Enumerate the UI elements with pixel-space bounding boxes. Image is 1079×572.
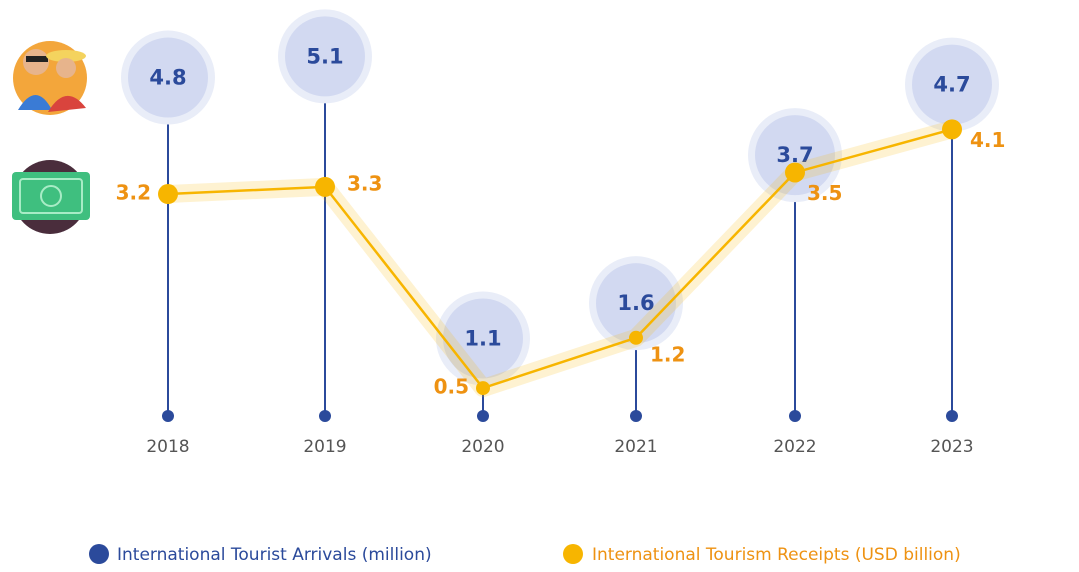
receipt-dot bbox=[942, 119, 962, 140]
receipt-label: 0.5 bbox=[434, 375, 469, 399]
base-dot bbox=[477, 410, 489, 422]
receipt-dot bbox=[785, 162, 805, 183]
receipt-dot bbox=[476, 381, 490, 396]
bubble bbox=[912, 44, 992, 125]
x-tick-label: 2021 bbox=[614, 437, 657, 457]
base-dot bbox=[946, 410, 958, 422]
receipt-label: 3.3 bbox=[347, 171, 382, 195]
x-tick-label: 2018 bbox=[146, 437, 189, 457]
legend-marker bbox=[563, 544, 583, 564]
bubble bbox=[596, 263, 676, 344]
receipt-dot bbox=[315, 176, 335, 197]
base-dot bbox=[789, 410, 801, 422]
legend-label: International Tourist Arrivals (million) bbox=[117, 545, 432, 565]
x-tick-label: 2020 bbox=[461, 437, 504, 457]
x-tick-label: 2022 bbox=[773, 437, 816, 457]
receipts-halo bbox=[159, 120, 961, 398]
receipt-label: 3.2 bbox=[116, 181, 151, 205]
arrivals-series: 4.85.11.11.63.74.7 bbox=[121, 9, 999, 422]
legend-label: International Tourism Receipts (USD bill… bbox=[592, 545, 961, 565]
bubble bbox=[443, 298, 523, 379]
x-tick-label: 2023 bbox=[930, 437, 973, 457]
arrival-label: 1.6 bbox=[617, 291, 654, 315]
people-icon bbox=[13, 41, 87, 115]
receipt-label: 4.1 bbox=[970, 128, 1005, 152]
money-icon bbox=[12, 160, 90, 234]
base-dot bbox=[319, 410, 331, 422]
bubble bbox=[285, 16, 365, 97]
receipt-label: 3.5 bbox=[807, 181, 842, 205]
receipt-label: 1.2 bbox=[650, 342, 685, 366]
receipt-dot bbox=[629, 330, 643, 345]
base-dot bbox=[162, 410, 174, 422]
bubble bbox=[128, 37, 208, 118]
legend-marker bbox=[89, 544, 109, 564]
arrival-label: 4.7 bbox=[933, 73, 970, 97]
receipt-dot bbox=[158, 184, 178, 205]
base-dot bbox=[630, 410, 642, 422]
arrival-label: 5.1 bbox=[306, 44, 343, 68]
arrival-label: 1.1 bbox=[464, 326, 501, 350]
arrival-label: 4.8 bbox=[149, 66, 186, 90]
legend: International Tourist Arrivals (million)… bbox=[89, 544, 961, 565]
x-tick-label: 2019 bbox=[303, 437, 346, 457]
bubble bbox=[755, 115, 835, 196]
receipts-line bbox=[167, 128, 953, 390]
